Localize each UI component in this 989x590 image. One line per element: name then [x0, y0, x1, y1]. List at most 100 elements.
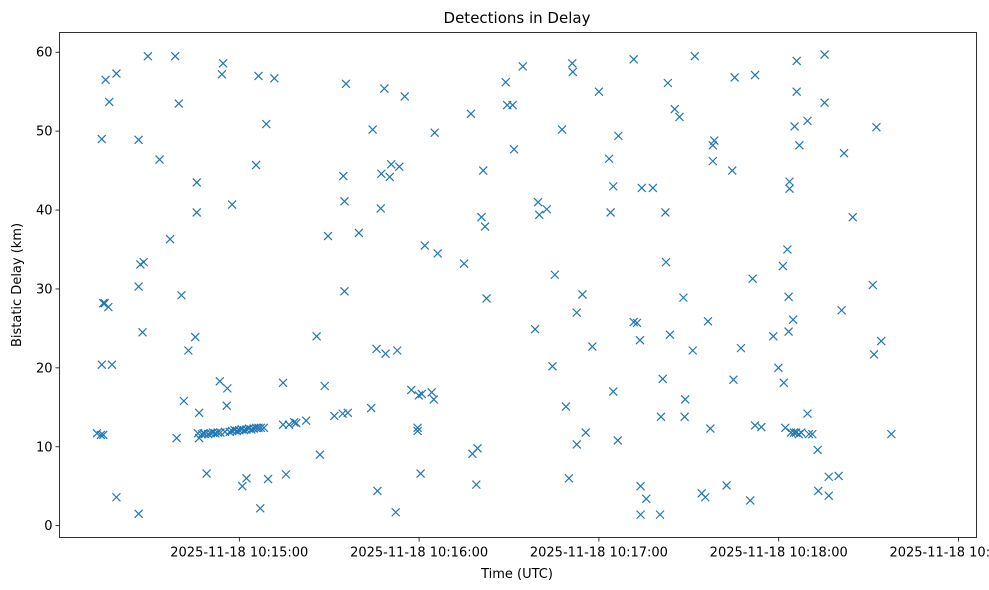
data-point	[416, 469, 426, 479]
data-point	[255, 503, 265, 513]
data-point	[192, 207, 202, 217]
data-point	[561, 402, 571, 411]
data-point	[680, 394, 690, 404]
data-point	[785, 177, 794, 187]
data-point	[340, 196, 349, 206]
data-point	[824, 472, 834, 482]
data-point	[834, 471, 844, 481]
data-point	[338, 171, 348, 181]
x-axis: 2025-11-18 10:15:00 2025-11-18 10:16:00 20…	[170, 537, 989, 561]
data-point	[194, 408, 204, 418]
data-point	[354, 228, 364, 238]
data-point	[97, 134, 107, 144]
data-point	[480, 222, 490, 232]
y-tick-label: 50	[36, 125, 53, 140]
data-point	[606, 207, 616, 217]
data-point	[97, 360, 107, 370]
data-point	[708, 156, 718, 166]
data-point	[796, 428, 806, 437]
data-point	[813, 445, 823, 455]
data-point	[112, 492, 121, 502]
data-point	[429, 394, 439, 404]
data-point	[613, 131, 623, 141]
data-point	[567, 58, 577, 68]
data-point	[376, 169, 386, 179]
y-tick-label: 10	[36, 440, 53, 455]
y-tick-label: 60	[36, 46, 53, 61]
data-point	[557, 125, 567, 134]
data-point	[417, 389, 427, 399]
data-point	[174, 99, 184, 108]
data-point	[197, 429, 207, 439]
data-point	[139, 257, 149, 267]
data-point	[837, 305, 847, 315]
data-point	[269, 73, 279, 83]
data-point	[848, 212, 858, 222]
data-point	[568, 67, 578, 77]
data-point	[648, 183, 658, 193]
data-point	[394, 162, 404, 172]
data-point	[534, 210, 544, 220]
data-point	[381, 349, 390, 359]
data-point	[820, 98, 829, 108]
data-point	[509, 144, 519, 154]
data-point	[518, 62, 528, 71]
data-point	[635, 335, 645, 345]
data-point	[708, 140, 718, 150]
data-point	[871, 122, 881, 132]
data-point	[430, 128, 440, 138]
data-point	[239, 425, 249, 435]
data-point	[213, 428, 223, 437]
data-point	[104, 97, 114, 107]
data-point	[323, 231, 333, 241]
data-point	[477, 212, 486, 222]
data-point	[587, 342, 597, 351]
data-point	[192, 177, 202, 187]
data-point	[578, 290, 587, 299]
data-point	[368, 125, 378, 134]
data-point	[232, 426, 242, 436]
data-point	[636, 510, 645, 520]
data-point	[261, 119, 271, 129]
data-point	[190, 332, 200, 342]
data-point	[876, 336, 886, 346]
data-point	[473, 443, 482, 453]
data-point	[281, 469, 291, 479]
data-point	[340, 286, 349, 296]
data-point	[663, 78, 673, 88]
data-point	[320, 381, 330, 391]
data-point	[803, 409, 812, 419]
data-point	[572, 439, 582, 449]
y-tick-label: 30	[36, 282, 53, 297]
data-point	[143, 51, 153, 61]
data-point	[478, 166, 488, 176]
data-point	[533, 197, 543, 207]
data-point	[227, 200, 237, 209]
data-point	[680, 412, 690, 422]
data-point	[217, 69, 227, 79]
data-point	[202, 469, 212, 479]
plot-area	[59, 32, 977, 538]
data-point	[203, 429, 213, 439]
data-point	[784, 292, 794, 302]
data-point	[632, 318, 642, 328]
data-point	[530, 324, 540, 334]
data-point	[263, 474, 273, 484]
data-point	[246, 424, 256, 434]
data-point	[343, 408, 353, 418]
data-point	[237, 481, 247, 491]
data-point	[550, 270, 560, 280]
data-point	[98, 430, 108, 440]
data-point	[134, 135, 144, 145]
data-point	[661, 207, 670, 217]
data-point	[134, 509, 144, 519]
data-point	[803, 116, 812, 126]
data-point	[678, 293, 688, 303]
data-point	[379, 84, 389, 93]
data-point	[779, 378, 789, 388]
data-point	[256, 423, 266, 433]
data-point	[636, 481, 645, 491]
data-point	[284, 420, 294, 430]
data-point	[820, 50, 829, 60]
data-point	[459, 259, 469, 269]
